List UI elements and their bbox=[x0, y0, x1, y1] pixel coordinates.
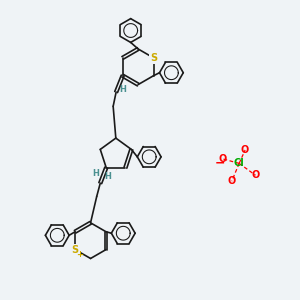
Text: −: − bbox=[214, 157, 225, 170]
Text: Cl: Cl bbox=[234, 158, 244, 168]
Text: H: H bbox=[104, 172, 111, 182]
Text: O: O bbox=[228, 176, 236, 186]
Text: S: S bbox=[150, 53, 157, 63]
Text: O: O bbox=[251, 170, 260, 180]
Text: O: O bbox=[219, 154, 227, 164]
Text: H: H bbox=[92, 169, 99, 178]
Text: H: H bbox=[119, 85, 126, 94]
Text: +: + bbox=[76, 250, 83, 259]
Text: O: O bbox=[241, 145, 249, 155]
Text: S: S bbox=[71, 244, 79, 255]
